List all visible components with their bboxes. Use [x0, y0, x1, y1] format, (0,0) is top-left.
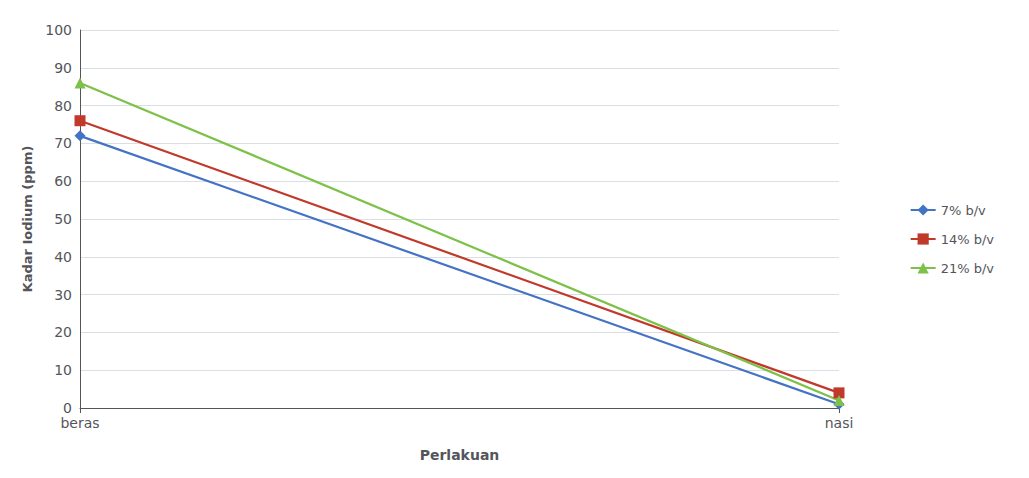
svg-text:beras: beras [60, 415, 99, 431]
svg-text:80: 80 [54, 98, 72, 114]
svg-text:14% b/v: 14% b/v [941, 232, 995, 247]
svg-text:0: 0 [63, 400, 72, 416]
svg-text:10: 10 [54, 362, 72, 378]
svg-text:40: 40 [54, 249, 72, 265]
svg-text:90: 90 [54, 60, 72, 76]
svg-text:70: 70 [54, 135, 72, 151]
svg-text:50: 50 [54, 211, 72, 227]
svg-text:30: 30 [54, 287, 72, 303]
svg-text:20: 20 [54, 324, 72, 340]
svg-text:60: 60 [54, 173, 72, 189]
svg-text:Perlakuan: Perlakuan [420, 447, 500, 463]
svg-text:Kadar Iodium (ppm): Kadar Iodium (ppm) [20, 146, 35, 293]
svg-text:100: 100 [45, 22, 72, 38]
svg-text:7% b/v: 7% b/v [941, 203, 986, 218]
svg-text:nasi: nasi [825, 415, 854, 431]
svg-text:21% b/v: 21% b/v [941, 261, 995, 276]
